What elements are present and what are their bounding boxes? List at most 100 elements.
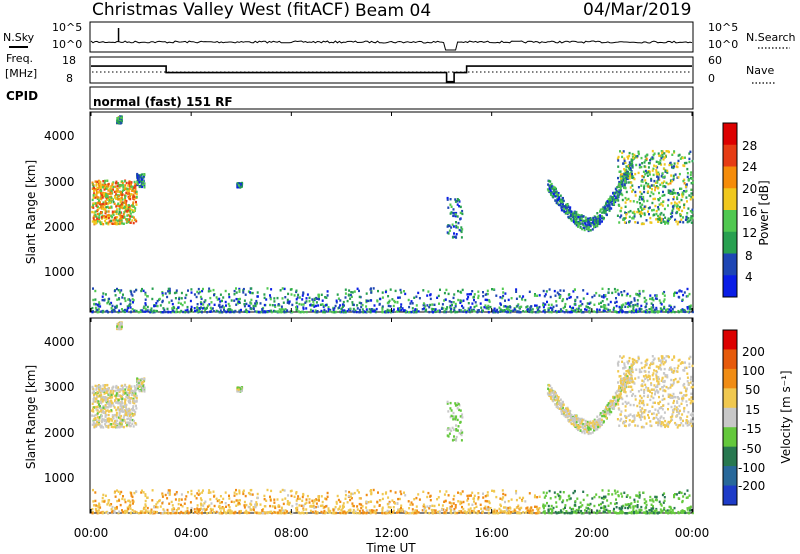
power-cell bbox=[367, 299, 370, 303]
power-cell bbox=[388, 299, 391, 302]
power-cell bbox=[473, 293, 476, 296]
power-cell bbox=[316, 310, 319, 313]
power-cell bbox=[92, 206, 95, 209]
power-cell bbox=[344, 288, 347, 291]
velocity-cell bbox=[95, 408, 98, 411]
power-cell bbox=[552, 195, 555, 198]
power-cell bbox=[497, 311, 499, 314]
power-cell bbox=[625, 302, 628, 305]
velocity-cell bbox=[672, 371, 675, 374]
velocity-cell bbox=[637, 390, 640, 393]
power-cell bbox=[129, 209, 131, 213]
velocity-cell bbox=[660, 422, 663, 425]
velocity-cell bbox=[129, 391, 132, 395]
power-cell bbox=[644, 305, 647, 309]
velocity-cell bbox=[103, 392, 106, 395]
velocity-cell bbox=[621, 360, 624, 363]
velocity-cell bbox=[459, 409, 462, 412]
velocity-cell bbox=[113, 425, 116, 429]
power-cell bbox=[258, 310, 261, 314]
velocity-cell bbox=[93, 406, 96, 409]
velocity-cell bbox=[652, 396, 655, 400]
power-cell bbox=[320, 309, 323, 313]
power-cell bbox=[448, 224, 451, 228]
power-cell bbox=[202, 287, 204, 291]
power-cell bbox=[302, 307, 305, 310]
power-cell bbox=[243, 305, 246, 308]
velocity-cell bbox=[94, 424, 97, 427]
power-cell bbox=[351, 291, 354, 294]
power-cell bbox=[140, 180, 143, 183]
power-cell bbox=[133, 186, 136, 190]
velocity-cell bbox=[567, 419, 570, 422]
power-cell bbox=[625, 311, 628, 314]
power-cell bbox=[679, 157, 682, 160]
power-cell bbox=[352, 310, 355, 313]
velocity-cell bbox=[583, 430, 586, 433]
power-cell bbox=[125, 191, 128, 195]
power-cell bbox=[493, 309, 496, 312]
power-cell bbox=[604, 294, 607, 297]
power-cell bbox=[668, 217, 671, 220]
power-cell bbox=[556, 198, 559, 201]
power-cell bbox=[661, 155, 664, 158]
velocity-cell bbox=[575, 420, 578, 424]
power-cell bbox=[661, 194, 664, 197]
velocity-cell bbox=[653, 369, 656, 372]
velocity-cell bbox=[611, 406, 614, 409]
power-cell bbox=[619, 310, 622, 314]
power-cell bbox=[575, 213, 578, 216]
power-cell bbox=[156, 304, 159, 308]
power-cell bbox=[415, 304, 418, 307]
power-cell bbox=[593, 219, 596, 222]
power-cell bbox=[675, 291, 678, 295]
velocity-cell bbox=[648, 389, 651, 392]
power-cell bbox=[484, 304, 487, 307]
velocity-cell bbox=[618, 385, 621, 388]
power-cell bbox=[679, 214, 682, 218]
velocity-cell bbox=[612, 403, 615, 407]
power-cell bbox=[647, 182, 650, 186]
power-cell bbox=[460, 236, 463, 239]
velocity-cell bbox=[638, 413, 640, 417]
power-cell bbox=[136, 181, 139, 184]
power-cell bbox=[194, 309, 196, 313]
power-cell bbox=[358, 308, 361, 312]
power-cell bbox=[614, 310, 616, 313]
velocity-cell bbox=[660, 421, 663, 424]
power-cell bbox=[577, 307, 580, 310]
power-cell bbox=[429, 297, 432, 301]
power-cell bbox=[678, 193, 681, 196]
velocity-cell bbox=[669, 366, 672, 369]
power-cell bbox=[636, 304, 639, 308]
velocity-cell bbox=[100, 415, 103, 418]
power-cell bbox=[675, 202, 678, 205]
velocity-cell bbox=[619, 379, 622, 383]
power-cell bbox=[161, 300, 164, 304]
power-cell bbox=[111, 183, 114, 186]
power-cell bbox=[254, 310, 257, 313]
velocity-cell bbox=[654, 385, 657, 389]
velocity-cell bbox=[667, 387, 670, 390]
power-cell bbox=[103, 184, 106, 187]
velocity-cell bbox=[124, 398, 127, 402]
power-cell bbox=[686, 306, 689, 309]
power-cell bbox=[117, 212, 120, 216]
power-cell bbox=[366, 299, 368, 303]
power-cell bbox=[564, 302, 567, 306]
power-cell bbox=[104, 200, 107, 203]
velocity-cell bbox=[111, 425, 114, 429]
power-cell bbox=[161, 311, 164, 314]
power-cell bbox=[643, 165, 646, 168]
power-cell bbox=[116, 119, 119, 122]
velocity-cell bbox=[689, 378, 692, 381]
power-cell bbox=[631, 161, 634, 164]
power-cell bbox=[102, 207, 105, 211]
power-cell bbox=[642, 175, 645, 179]
power-cell bbox=[642, 222, 645, 226]
velocity-cell bbox=[93, 393, 95, 396]
power-cell bbox=[624, 173, 627, 176]
power-cell bbox=[582, 226, 585, 229]
power-cell bbox=[300, 303, 303, 306]
power-cell bbox=[551, 307, 554, 310]
